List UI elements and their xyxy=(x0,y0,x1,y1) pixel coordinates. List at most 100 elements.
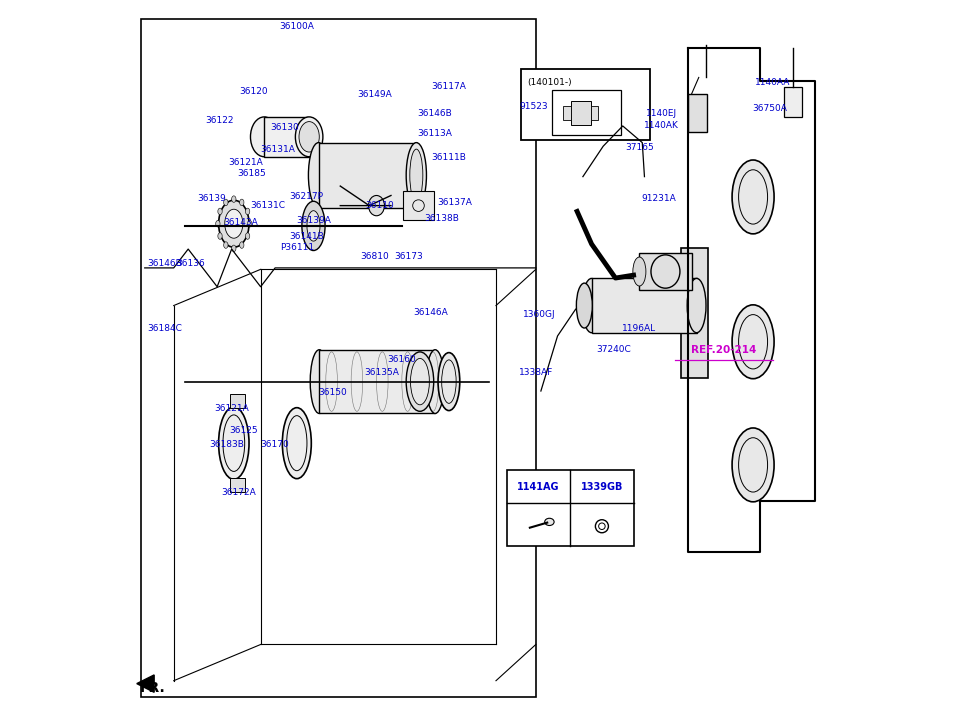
Text: 37240C: 37240C xyxy=(596,345,631,353)
Ellipse shape xyxy=(307,211,320,241)
Bar xyxy=(319,142,416,208)
Text: 36160: 36160 xyxy=(387,356,416,364)
Text: 1140AA: 1140AA xyxy=(755,78,791,87)
Text: 37165: 37165 xyxy=(625,143,654,152)
Text: 36172A: 36172A xyxy=(221,488,256,497)
Ellipse shape xyxy=(426,350,444,414)
Text: 91231A: 91231A xyxy=(641,194,676,203)
Bar xyxy=(639,254,691,289)
Text: 36131A: 36131A xyxy=(260,145,295,153)
Ellipse shape xyxy=(410,149,423,201)
Text: 1339GB: 1339GB xyxy=(581,482,623,491)
Ellipse shape xyxy=(224,209,243,238)
Text: 36146B: 36146B xyxy=(417,109,452,119)
Ellipse shape xyxy=(688,278,706,333)
Ellipse shape xyxy=(223,199,228,206)
Text: P36111: P36111 xyxy=(280,243,314,252)
Text: 36810: 36810 xyxy=(360,252,389,261)
Ellipse shape xyxy=(282,408,311,478)
Ellipse shape xyxy=(223,242,228,249)
Ellipse shape xyxy=(246,208,249,214)
Text: 36139: 36139 xyxy=(197,194,226,203)
Ellipse shape xyxy=(651,255,680,288)
Text: (140101-): (140101-) xyxy=(527,78,572,87)
Ellipse shape xyxy=(406,142,427,208)
Ellipse shape xyxy=(308,142,328,208)
Text: 36117A: 36117A xyxy=(431,82,466,92)
Bar xyxy=(784,87,801,117)
Ellipse shape xyxy=(232,245,236,252)
Text: 36141B: 36141B xyxy=(289,231,324,241)
Text: 1360GJ: 1360GJ xyxy=(523,310,556,318)
Bar xyxy=(403,191,433,220)
Ellipse shape xyxy=(232,196,236,202)
Text: 36131C: 36131C xyxy=(250,201,285,210)
Text: 36149A: 36149A xyxy=(357,89,392,99)
Text: 1140AK: 1140AK xyxy=(643,121,679,130)
Bar xyxy=(230,394,245,409)
Ellipse shape xyxy=(246,233,249,239)
Bar xyxy=(571,101,591,124)
Text: 36185: 36185 xyxy=(237,169,266,178)
Bar xyxy=(142,20,535,696)
Text: 36121A: 36121A xyxy=(229,158,264,166)
Ellipse shape xyxy=(732,160,774,234)
Polygon shape xyxy=(137,675,154,692)
Ellipse shape xyxy=(218,233,222,239)
Text: 36750A: 36750A xyxy=(752,104,787,113)
Text: 36170: 36170 xyxy=(261,440,290,449)
Text: 36173: 36173 xyxy=(395,252,424,261)
Text: 36137A: 36137A xyxy=(437,198,472,207)
Text: 1338AF: 1338AF xyxy=(519,368,553,377)
Text: 36120: 36120 xyxy=(239,87,268,97)
Text: REF.20-214: REF.20-214 xyxy=(691,345,757,356)
Bar xyxy=(591,105,598,120)
Bar xyxy=(688,94,707,132)
Ellipse shape xyxy=(438,353,459,411)
Ellipse shape xyxy=(250,117,278,157)
Ellipse shape xyxy=(545,518,554,526)
Text: 36146B: 36146B xyxy=(147,259,182,268)
Text: 36100A: 36100A xyxy=(279,23,314,31)
Text: 36183B: 36183B xyxy=(209,440,244,449)
Ellipse shape xyxy=(218,208,222,214)
Text: 36184C: 36184C xyxy=(146,324,182,333)
Text: 36135A: 36135A xyxy=(364,368,399,377)
Text: 36143A: 36143A xyxy=(223,218,258,227)
Ellipse shape xyxy=(577,283,592,328)
Bar xyxy=(552,89,620,134)
Ellipse shape xyxy=(595,520,609,533)
Bar xyxy=(264,117,309,157)
Bar xyxy=(507,470,634,546)
Ellipse shape xyxy=(583,278,601,333)
Text: 36130: 36130 xyxy=(271,123,299,132)
Ellipse shape xyxy=(296,117,323,157)
Text: 1141AG: 1141AG xyxy=(517,482,560,491)
Ellipse shape xyxy=(219,200,249,247)
Ellipse shape xyxy=(219,407,249,479)
Text: 36110: 36110 xyxy=(366,201,395,210)
Text: 36113A: 36113A xyxy=(417,129,452,137)
Ellipse shape xyxy=(599,523,605,529)
Text: 36111B: 36111B xyxy=(431,153,466,161)
Ellipse shape xyxy=(301,201,325,251)
Ellipse shape xyxy=(299,121,320,152)
Ellipse shape xyxy=(310,350,328,414)
Ellipse shape xyxy=(240,242,244,249)
Bar xyxy=(320,350,435,414)
Bar xyxy=(230,478,245,492)
Text: 36136: 36136 xyxy=(176,259,205,268)
Text: 36125: 36125 xyxy=(229,425,258,435)
Text: 36150: 36150 xyxy=(319,388,348,397)
Ellipse shape xyxy=(732,305,774,379)
Ellipse shape xyxy=(732,428,774,502)
Ellipse shape xyxy=(410,358,429,405)
Ellipse shape xyxy=(406,352,433,411)
Ellipse shape xyxy=(216,220,221,227)
Bar xyxy=(563,105,571,120)
Bar xyxy=(591,278,696,333)
Text: 1196AL: 1196AL xyxy=(622,324,657,333)
Text: 36139A: 36139A xyxy=(296,217,331,225)
Text: 36146A: 36146A xyxy=(413,308,448,317)
Bar xyxy=(681,248,708,378)
